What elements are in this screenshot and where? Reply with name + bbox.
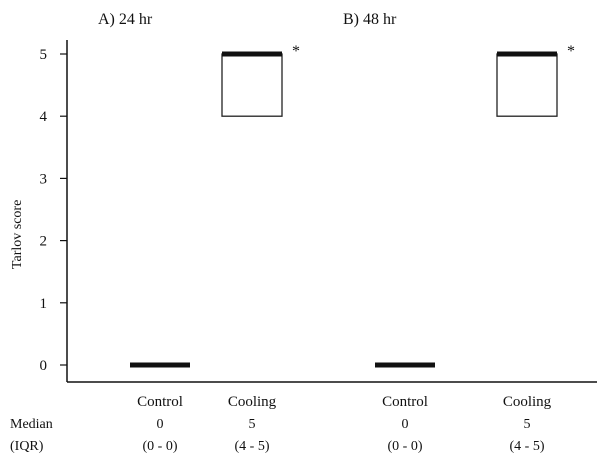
- category-label: Cooling: [503, 394, 552, 410]
- median-value: 0: [157, 417, 164, 432]
- panel-label: B) 48 hr: [343, 11, 397, 28]
- iqr-box: [221, 53, 283, 117]
- category-label: Control: [137, 394, 183, 410]
- y-tick-label: 4: [40, 109, 48, 125]
- iqr-value: (0 - 0): [143, 439, 178, 454]
- y-tick-label: 1: [40, 296, 48, 312]
- y-tick-label: 0: [40, 358, 48, 374]
- iqr-row-label: (IQR): [10, 439, 44, 454]
- iqr-value: (4 - 5): [235, 439, 270, 454]
- y-tick-label: 5: [40, 47, 48, 63]
- median-value: 5: [524, 417, 531, 432]
- category-label: Cooling: [228, 394, 277, 410]
- iqr-box: [496, 53, 558, 117]
- panel-label: A) 24 hr: [98, 11, 153, 28]
- significance-marker: *: [292, 43, 300, 60]
- y-tick-label: 2: [40, 234, 48, 250]
- category-label: Control: [382, 394, 428, 410]
- iqr-value: (4 - 5): [510, 439, 545, 454]
- iqr-value: (0 - 0): [388, 439, 423, 454]
- labels: 0 1 2 3 4 5 Tarlov score A) 24 hr B) 48 hr Contro…: [10, 11, 575, 454]
- significance-marker: *: [567, 43, 575, 60]
- median-value: 5: [249, 417, 256, 432]
- median-row-label: Median: [10, 417, 53, 432]
- y-tick-label: 3: [40, 171, 48, 187]
- marks: [130, 51, 558, 368]
- y-axis-title: Tarlov score: [10, 200, 25, 269]
- axes: [60, 40, 597, 383]
- median-value: 0: [402, 417, 409, 432]
